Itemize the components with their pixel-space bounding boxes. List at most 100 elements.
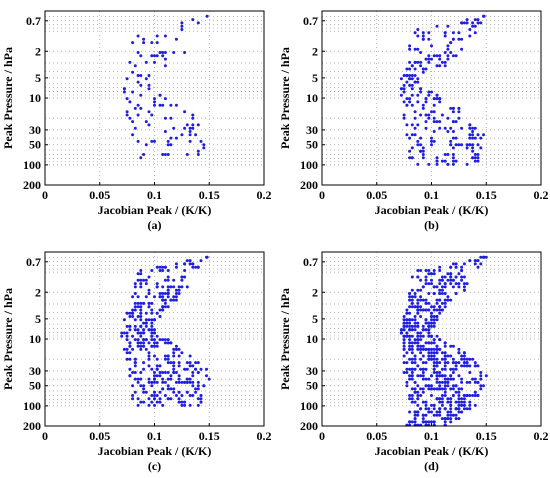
scatter-point (479, 136, 483, 140)
scatter-point (125, 338, 129, 342)
scatter-point (155, 374, 159, 378)
scatter-point (202, 143, 206, 147)
scatter-point (120, 331, 124, 335)
scatter-point (410, 371, 414, 374)
scatter-point (451, 367, 455, 371)
scatter-point (430, 357, 433, 361)
y-tick-label: 0.7 (26, 255, 41, 269)
scatter-point (424, 120, 428, 124)
scatter-point (155, 282, 159, 286)
scatter-point (158, 400, 162, 404)
scatter-point (150, 338, 154, 342)
scatter-point (457, 347, 461, 351)
scatter-point (446, 278, 450, 282)
scatter-point (196, 387, 200, 391)
scatter-point (169, 374, 173, 378)
scatter-point (410, 77, 414, 81)
scatter-point (435, 397, 439, 401)
scatter-point (427, 282, 431, 286)
scatter-point (427, 384, 431, 388)
scatter-point (454, 413, 458, 417)
scatter-point (185, 259, 189, 263)
scatter-point (169, 377, 173, 381)
scatter-point (443, 364, 447, 368)
scatter-point (443, 367, 447, 371)
scatter-point (443, 380, 447, 384)
scatter-point (413, 420, 417, 424)
scatter-point (183, 110, 187, 114)
x-tick-label: 0.15 (199, 188, 220, 202)
scatter-point (122, 347, 126, 351)
scatter-point (408, 311, 412, 315)
x-tick-label: 0.2 (257, 429, 272, 443)
x-axis-label: Jacobian Peak / (K/K) (98, 444, 212, 458)
scatter-point (424, 301, 428, 305)
scatter-point (125, 311, 129, 315)
scatter-point (153, 341, 156, 345)
scatter-point (427, 387, 431, 391)
scatter-point (202, 384, 206, 388)
scatter-point (408, 305, 412, 309)
scatter-point (432, 354, 436, 358)
scatter-point (416, 347, 420, 351)
scatter-point (482, 255, 486, 259)
scatter-point (446, 380, 450, 384)
scatter-point (430, 272, 433, 276)
scatter-point (468, 126, 472, 130)
scatter-point (188, 126, 192, 130)
scatter-point (443, 51, 447, 54)
x-tick-label: 0.05 (89, 188, 110, 202)
scatter-point (153, 295, 156, 299)
scatter-point (174, 37, 178, 41)
scatter-point (427, 54, 431, 58)
x-tick-label: 0 (42, 188, 48, 202)
scatter-point (438, 371, 442, 374)
scatter-point (460, 21, 464, 25)
scatter-point (408, 74, 412, 77)
scatter-point (147, 318, 151, 322)
scatter-point (473, 377, 477, 381)
scatter-point (166, 292, 170, 295)
scatter-point (419, 90, 423, 94)
scatter-point (435, 285, 439, 289)
scatter-point (413, 133, 417, 137)
scatter-point (416, 47, 420, 51)
scatter-point (191, 262, 195, 266)
scatter-point (438, 380, 442, 384)
scatter-point (169, 387, 173, 391)
scatter-point (163, 305, 167, 309)
scatter-point (416, 139, 420, 143)
scatter-point (402, 87, 406, 91)
scatter-point (449, 367, 453, 371)
scatter-point (419, 331, 423, 335)
scatter-point (440, 394, 444, 397)
scatter-point (446, 57, 450, 61)
scatter-point (133, 285, 137, 289)
scatter-point (443, 298, 447, 302)
scatter-point (468, 371, 472, 374)
scatter-point (419, 407, 423, 411)
scatter-point (147, 275, 151, 279)
scatter-point (443, 126, 447, 130)
scatter-point (136, 315, 140, 318)
scatter-point (131, 397, 135, 401)
scatter-point (191, 394, 195, 397)
scatter-point (150, 269, 154, 272)
scatter-point (196, 397, 200, 401)
scatter-point (438, 54, 442, 58)
scatter-point (460, 143, 464, 147)
scatter-point (180, 133, 184, 137)
scatter-point (454, 400, 458, 404)
scatter-point (430, 321, 433, 325)
scatter-point (413, 341, 417, 345)
scatter-point (410, 351, 414, 355)
scatter-point (191, 265, 195, 269)
scatter-point (457, 403, 461, 407)
scatter-point (413, 354, 417, 358)
scatter-point (147, 357, 151, 361)
scatter-point (462, 275, 466, 279)
scatter-point (139, 282, 143, 286)
scatter-point (410, 377, 414, 381)
y-tick-label: 30 (29, 123, 41, 137)
scatter-point (451, 371, 455, 374)
